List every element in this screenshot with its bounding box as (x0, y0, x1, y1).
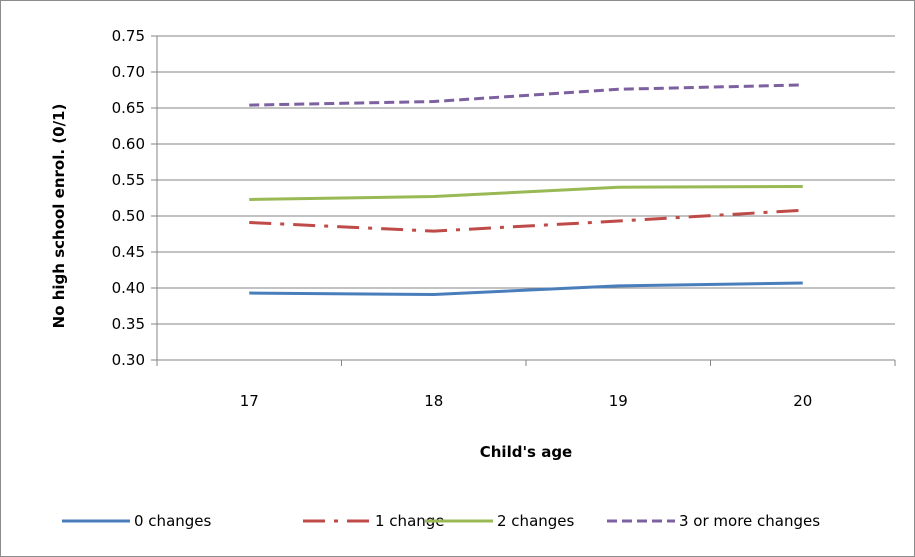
y-tick-label: 0.70 (112, 63, 145, 81)
x-axis-title: Child's age (480, 443, 572, 461)
y-tick-labels: 0.30 0.35 0.40 0.45 0.50 0.55 0.60 0.65 0.70 0.75 (112, 27, 145, 369)
y-tick-label: 0.45 (112, 243, 145, 261)
series-line-3-or-more-changes (249, 83, 803, 107)
y-tick-label: 0.55 (112, 171, 145, 189)
gridlines (157, 35, 895, 325)
y-tick-label: 0.75 (112, 27, 145, 45)
y-tick-label: 0.30 (112, 351, 145, 369)
legend-label: 1 change (375, 512, 445, 530)
x-tick-label: 20 (793, 392, 812, 410)
y-tick-label: 0.60 (112, 135, 145, 153)
series-lines (249, 83, 803, 296)
series-line-1-change (249, 208, 803, 233)
y-tick-label: 0.65 (112, 99, 145, 117)
legend-label: 3 or more changes (679, 512, 820, 530)
legend-label: 2 changes (497, 512, 575, 530)
legend-label: 0 changes (134, 512, 212, 530)
y-tick-label: 0.50 (112, 207, 145, 225)
axes (151, 35, 896, 366)
x-tick-label: 17 (240, 392, 259, 410)
legend: 0 changes 1 change 2 changes 3 or more chan… (62, 512, 820, 530)
y-tick-label: 0.35 (112, 315, 145, 333)
series-line-0-changes (249, 281, 803, 296)
x-tick-label: 18 (424, 392, 443, 410)
x-tick-label: 19 (609, 392, 628, 410)
y-axis-title: No high school enrol. (0/1) (50, 104, 68, 329)
series-line-2-changes (249, 184, 803, 201)
x-tick-labels: 17 18 19 20 (240, 392, 813, 410)
y-tick-label: 0.40 (112, 279, 145, 297)
